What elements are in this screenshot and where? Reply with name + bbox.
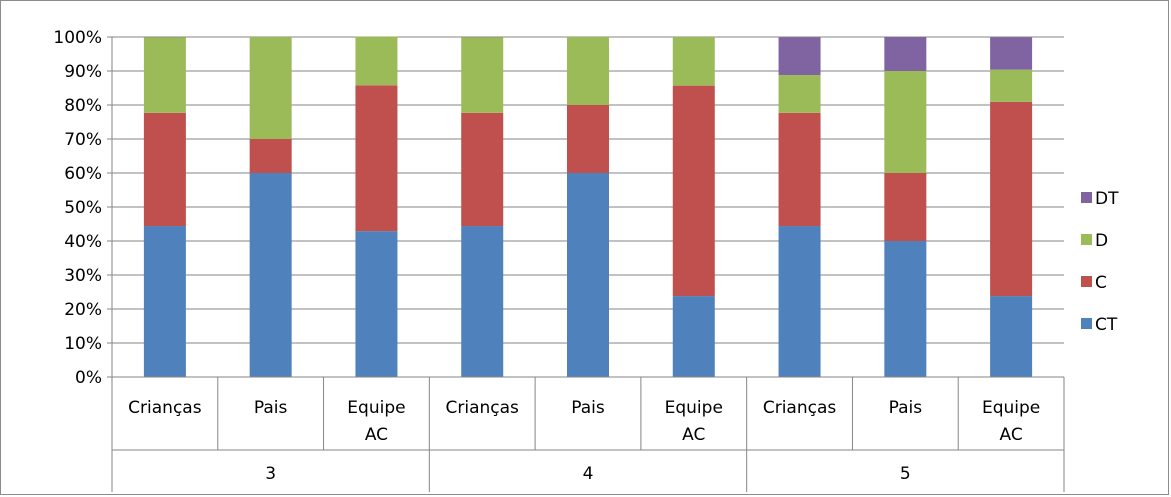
category-label: Crianças	[446, 398, 520, 418]
bar-segment-dt	[990, 37, 1033, 70]
category-label-line: Pais	[889, 398, 923, 418]
bar-segment-d	[884, 71, 927, 173]
y-tick-label: 70%	[64, 130, 102, 150]
y-tick-label: 100%	[53, 28, 102, 48]
bar-segment-c	[249, 139, 292, 173]
bar-segment-c	[672, 85, 715, 297]
legend-swatch-dt	[1081, 192, 1092, 203]
bar-segment-d	[778, 75, 821, 113]
category-label: Crianças	[763, 398, 837, 418]
bar-segment-c	[990, 101, 1033, 297]
legend-label-d: D	[1095, 231, 1108, 251]
category-label-line: Pais	[571, 398, 605, 418]
category-label-line: Crianças	[446, 398, 520, 418]
category-label: Equipe AC	[982, 398, 1040, 445]
category-label-line: Equipe	[982, 398, 1040, 418]
category-label-line: Crianças	[128, 398, 202, 418]
bar-segment-d	[249, 37, 292, 139]
bar-segment-d	[567, 37, 609, 105]
y-tick-label: 10%	[64, 334, 102, 354]
bar-segment-d	[461, 37, 504, 113]
bar-segment-ct	[672, 296, 715, 377]
bar-segment-ct	[143, 226, 186, 377]
y-tick-label: 30%	[64, 266, 102, 286]
legend-swatch-d	[1081, 234, 1092, 245]
y-tick-label: 20%	[64, 300, 102, 320]
category-label: Pais	[571, 398, 605, 418]
bar-segment-c	[143, 112, 186, 227]
legend-label-ct: CT	[1095, 315, 1118, 335]
category-label-line: Equipe	[347, 398, 405, 418]
y-tick-label: 60%	[64, 164, 102, 184]
legend-swatch-ct	[1081, 318, 1092, 329]
y-tick-label: 0%	[75, 368, 102, 388]
category-label: Pais	[889, 398, 923, 418]
category-label-line: AC	[682, 425, 705, 445]
legend-swatch-c	[1081, 276, 1092, 287]
bar-segment-c	[567, 105, 609, 173]
y-tick-label: 50%	[64, 198, 102, 218]
y-tick-label: 90%	[64, 62, 102, 82]
bar-segment-c	[884, 173, 927, 241]
group-label: 3	[265, 464, 276, 484]
bar-segment-ct	[355, 231, 398, 377]
bar-segment-d	[143, 37, 186, 113]
bar-segment-c	[778, 112, 821, 227]
category-label-line: AC	[1000, 425, 1023, 445]
bar-segment-c	[461, 112, 504, 227]
category-label: Equipe AC	[665, 398, 723, 445]
bar-segment-ct	[567, 173, 609, 377]
legend: DT D C CT	[1081, 189, 1119, 335]
category-label-line: Pais	[254, 398, 288, 418]
bar-segment-ct	[990, 296, 1033, 377]
category-label: Equipe AC	[347, 398, 405, 445]
category-label-line: AC	[365, 425, 388, 445]
bar-segment-c	[355, 85, 398, 232]
bar-segment-dt	[884, 37, 927, 71]
bar-segment-ct	[461, 226, 504, 377]
bar-segment-d	[990, 69, 1033, 102]
bar-segment-d	[672, 37, 715, 86]
bar-segment-ct	[884, 241, 927, 377]
legend-label-c: C	[1095, 273, 1107, 293]
bar-segment-dt	[778, 37, 821, 76]
bar-segment-d	[355, 36, 398, 86]
bar-segment-ct	[778, 226, 821, 377]
axes: 0% 10% 20% 30% 40% 50% 60% 70% 80% 90% 100% Criança…	[53, 28, 1065, 492]
legend-label-dt: DT	[1095, 189, 1119, 209]
bar-segment-ct	[249, 173, 292, 377]
y-tick-label: 80%	[64, 96, 102, 116]
category-label-line: Equipe	[665, 398, 723, 418]
group-label: 4	[583, 464, 594, 484]
bars	[143, 36, 1033, 377]
y-tick-label: 40%	[64, 232, 102, 252]
group-label: 5	[900, 464, 911, 484]
category-label: Crianças	[128, 398, 202, 418]
category-label: Pais	[254, 398, 288, 418]
category-label-line: Crianças	[763, 398, 837, 418]
